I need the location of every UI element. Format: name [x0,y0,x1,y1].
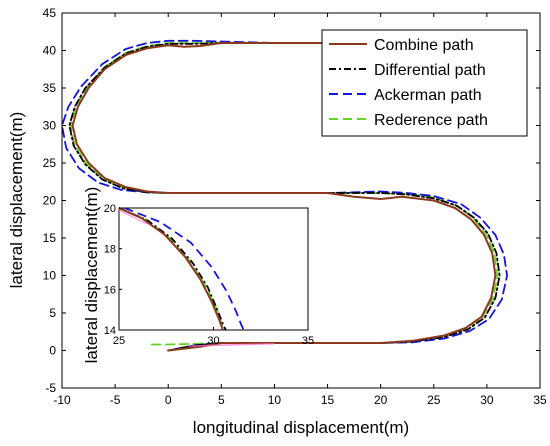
x-tick-label: -10 [53,393,71,407]
inset-y-axis-label: lateral displacement(m) [82,187,101,364]
legend: Combine path Differential path Ackerman pa… [321,29,528,137]
y-tick-label: 20 [43,194,57,208]
x-tick-label: 20 [374,393,388,407]
inset-y-tick-label: 16 [104,284,116,296]
y-axis-label: lateral displacement(m) [7,112,26,289]
x-tick-label: 5 [218,393,225,407]
series-line-differential-path [68,42,501,352]
legend-box [321,29,528,137]
y-tick-label: 25 [43,156,57,170]
y-tick-label: 30 [43,119,57,133]
x-tick-label: 0 [165,393,172,407]
y-tick-label: 40 [43,44,57,58]
x-axis-label: longitudinal displacement(m) [193,418,409,437]
highlight-mark [189,343,275,347]
inset-series-line-ackerman-path [124,207,245,331]
legend-label: Differential path [374,62,486,79]
y-tick-label: 0 [49,344,56,358]
inset-y-tick-label: 14 [104,325,116,337]
main-series-group [61,39,508,352]
inset-background [118,207,309,331]
x-tick-label: 10 [268,393,282,407]
x-tick-label: 25 [427,393,441,407]
inset-x-tick-label: 35 [302,335,314,347]
y-tick-label: 5 [49,306,56,320]
x-tick-label: -5 [110,393,121,407]
x-tick-label: 15 [321,393,335,407]
inset-y-tick-label: 20 [104,203,116,215]
inset-x-tick-label: 30 [207,335,219,347]
y-tick-label: 10 [43,269,57,283]
y-tick-label: 35 [43,81,57,95]
x-tick-label: 30 [480,393,494,407]
inset-highlight-mark [118,209,148,225]
x-tick-label: 35 [533,393,547,407]
y-tick-label: -5 [45,381,56,395]
series-line-combine-path [71,42,497,352]
legend-label: Combine path [374,37,474,54]
inset-y-tick-label: 18 [104,244,116,256]
y-tick-label: 45 [43,6,57,20]
inset-series-line-combine-path [118,207,224,331]
legend-label: Rederence path [374,112,488,129]
legend-label: Ackerman path [374,87,482,104]
inset-series-group [118,207,245,331]
inset-series-line-differential-path [118,207,227,331]
inset-x-tick-label: 25 [113,335,125,347]
y-tick-label: 15 [43,231,57,245]
